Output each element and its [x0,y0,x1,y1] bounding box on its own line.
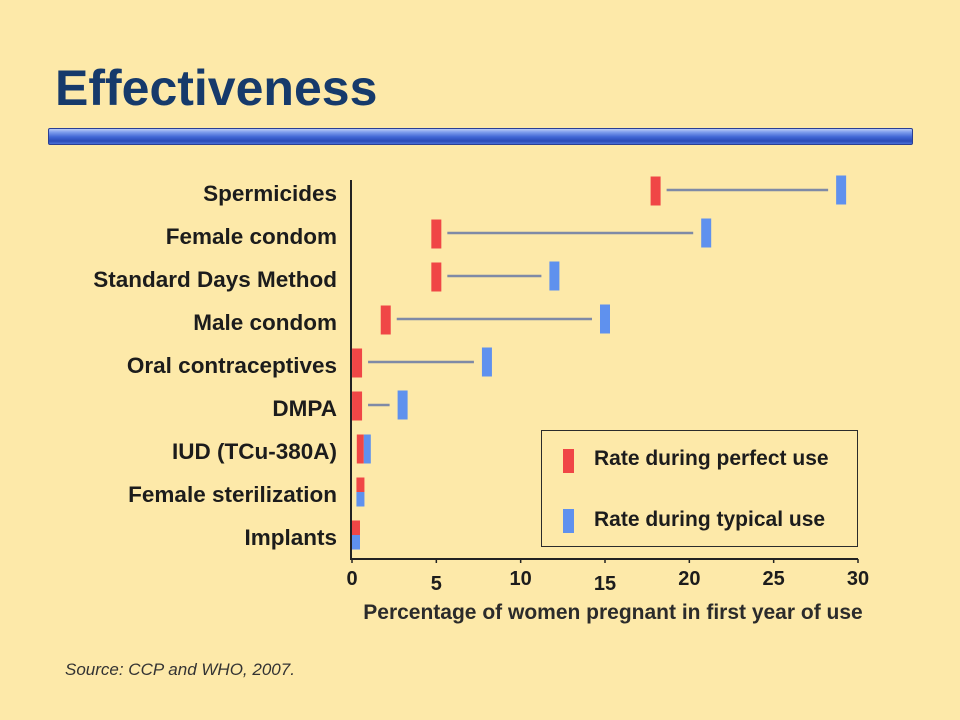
category-label-spermicides: Spermicides [203,181,337,206]
category-label-iud-tcu-380a: IUD (TCu-380A) [171,439,337,464]
category-label-female-condom: Female condom [165,224,337,249]
legend-swatch-perfect-use [563,449,574,473]
x-tick-label: 10 [509,568,532,590]
legend-swatch-typical-use [563,509,574,533]
category-label-male-condom: Male condom [193,310,337,335]
x-axis-label: Percentage of women pregnant in first ye… [363,601,863,624]
category-label-female-sterilization: Female sterilization [128,482,337,507]
x-tick-label: 5 [430,573,442,595]
x-tick-label: 30 [846,568,870,590]
typical-use-marker-female-sterilization [356,492,365,507]
perfect-use-marker-iud-tcu-380a [356,434,364,464]
legend-label-typical-use: Rate during typical use [594,508,826,531]
category-label-standard-days-method: Standard Days Method [93,267,337,292]
perfect-use-marker-spermicides [650,176,661,206]
typical-use-marker-oral-contraceptives [481,347,492,377]
perfect-use-marker-female-sterilization [356,477,365,492]
x-tick-label: 25 [762,568,785,590]
perfect-use-marker-female-condom [431,219,442,249]
typical-use-marker-female-condom [701,218,712,248]
legend: Rate during perfect use Rate during typi… [541,430,858,547]
x-tick-label: 20 [678,568,701,590]
perfect-use-marker-standard-days-method [431,262,442,292]
x-tick-label: 0 [346,568,358,590]
perfect-use-marker-oral-contraceptives [352,348,363,378]
typical-use-marker-implants [352,535,360,550]
typical-use-marker-dmpa [397,390,408,420]
typical-use-marker-iud-tcu-380a [363,434,371,464]
slide-title: Effectiveness [55,60,378,116]
typical-use-marker-spermicides [836,175,847,205]
category-label-dmpa: DMPA [272,396,337,421]
source-note: Source: CCP and WHO, 2007. [65,660,295,679]
legend-label-perfect-use: Rate during perfect use [594,447,829,470]
typical-use-marker-standard-days-method [549,261,560,291]
perfect-use-marker-implants [352,520,360,535]
x-tick-label: 15 [593,573,617,595]
typical-use-marker-male-condom [600,304,610,334]
perfect-use-marker-male-condom [380,305,391,335]
category-label-oral-contraceptives: Oral contraceptives [126,353,337,378]
category-label-implants: Implants [244,525,337,550]
perfect-use-marker-dmpa [352,391,363,421]
title-underline-bar [48,128,913,145]
